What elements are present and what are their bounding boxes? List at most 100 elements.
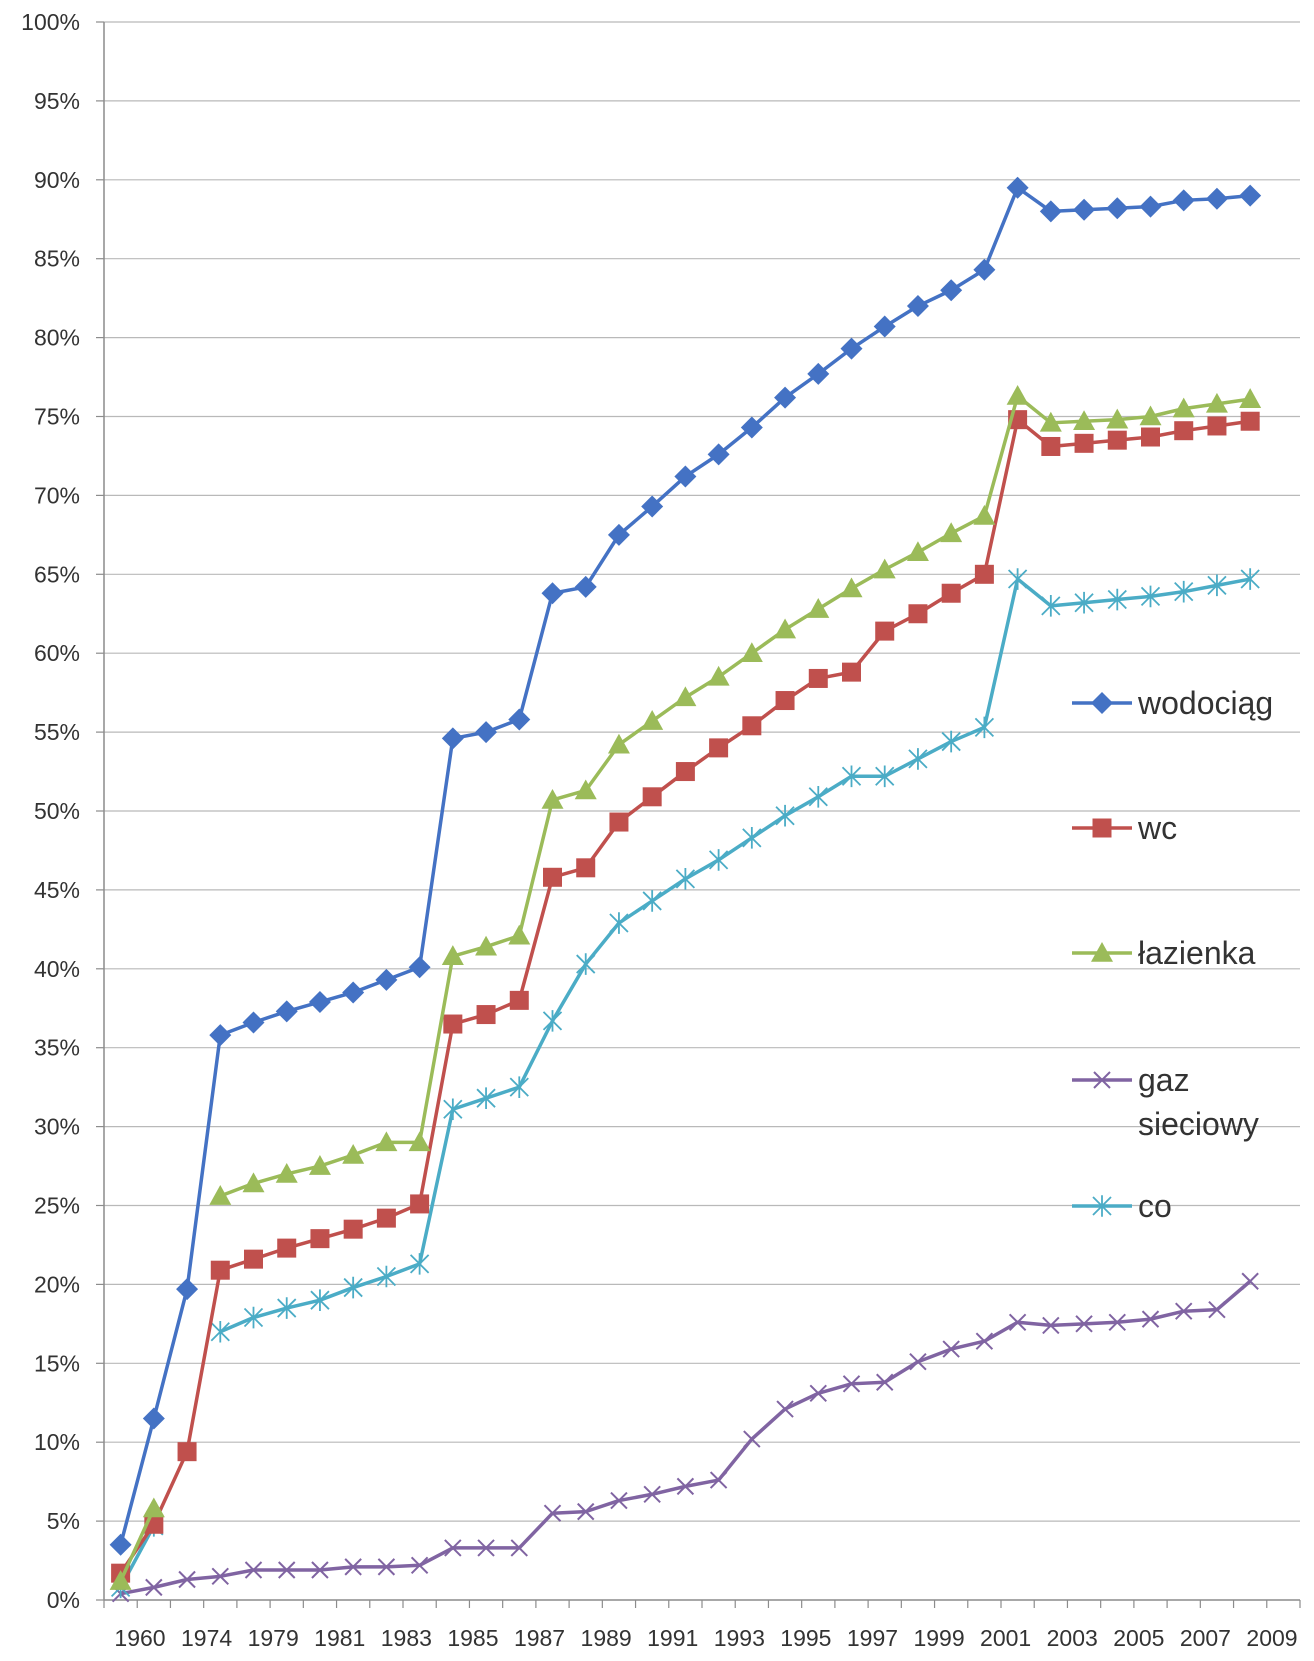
- data-point: [574, 779, 597, 800]
- data-point: [275, 1162, 298, 1183]
- data-point: [743, 1430, 761, 1448]
- y-tick-label: 35%: [34, 1035, 80, 1061]
- x-tick-label: 1983: [381, 1625, 432, 1651]
- data-point: [1092, 818, 1112, 838]
- data-point: [607, 523, 630, 546]
- data-point: [1208, 1300, 1226, 1319]
- x-tick-label: 2001: [980, 1625, 1031, 1651]
- data-point: [675, 868, 696, 890]
- x-tick-label: 1987: [514, 1625, 565, 1651]
- data-point: [210, 1320, 230, 1343]
- y-tick-label: 55%: [34, 719, 80, 745]
- data-point: [940, 279, 963, 302]
- y-tick-label: 15%: [34, 1350, 80, 1376]
- data-point: [1093, 1071, 1111, 1089]
- legend: wodociąg wc łazienka gaz sieciowy co: [1072, 685, 1273, 1224]
- data-point: [707, 443, 730, 466]
- data-point: [1106, 408, 1129, 429]
- data-point: [840, 577, 863, 598]
- x-tick-label: 2009: [1246, 1625, 1297, 1651]
- data-point: [974, 716, 995, 739]
- data-point: [1073, 410, 1096, 431]
- data-point: [476, 1087, 496, 1109]
- data-point: [709, 738, 729, 758]
- data-point: [408, 1131, 431, 1152]
- data-point: [709, 1471, 728, 1489]
- data-point: [441, 945, 464, 965]
- data-point: [776, 1400, 794, 1418]
- data-point: [875, 621, 895, 641]
- data-point: [310, 1229, 330, 1249]
- data-point: [443, 1098, 463, 1121]
- data-point: [1174, 421, 1194, 441]
- x-tick-label: 1979: [248, 1625, 299, 1651]
- data-point: [109, 1570, 132, 1590]
- data-point: [1205, 187, 1228, 210]
- series-line: [219, 394, 1251, 1198]
- data-point: [210, 1260, 230, 1280]
- data-point: [176, 1278, 199, 1301]
- data-point: [408, 956, 431, 979]
- data-point: [178, 1570, 196, 1589]
- data-point: [641, 495, 664, 518]
- data-point: [675, 762, 695, 782]
- y-tick-label: 70%: [34, 482, 80, 508]
- data-point: [377, 1558, 396, 1576]
- y-tick-label: 25%: [34, 1193, 80, 1219]
- data-point: [873, 315, 896, 338]
- data-point: [775, 691, 795, 711]
- data-point: [842, 1375, 861, 1393]
- data-point: [609, 812, 629, 832]
- y-tick-label: 100%: [21, 9, 80, 35]
- data-point: [243, 1306, 264, 1329]
- data-point: [1075, 1315, 1093, 1333]
- y-tick-label: 90%: [34, 167, 80, 193]
- series-0: [109, 176, 1262, 1556]
- data-point: [244, 1561, 263, 1579]
- data-point: [676, 1477, 695, 1496]
- legend-entry: co: [1072, 1188, 1172, 1224]
- data-point: [841, 765, 862, 788]
- data-point: [908, 748, 928, 770]
- data-point: [808, 668, 828, 688]
- data-point: [1175, 1302, 1193, 1320]
- data-point: [576, 953, 596, 975]
- y-tick-label: 60%: [34, 640, 80, 666]
- data-point: [1172, 397, 1195, 418]
- data-point: [508, 924, 531, 945]
- y-tick-label: 0%: [47, 1587, 80, 1613]
- x-tick-label: 1993: [714, 1625, 765, 1651]
- legend-label: wodociąg: [1137, 685, 1273, 721]
- data-point: [1239, 184, 1262, 207]
- legend-entry: gaz sieciowy: [1072, 1062, 1259, 1142]
- data-point: [275, 1000, 298, 1023]
- data-point: [842, 662, 861, 682]
- data-point: [909, 1353, 927, 1371]
- data-point: [342, 981, 365, 1004]
- y-tick-label: 65%: [34, 561, 80, 587]
- data-point: [808, 785, 828, 808]
- series-line: [118, 185, 1251, 1546]
- data-point: [209, 1185, 232, 1205]
- y-tick-label: 45%: [34, 877, 80, 903]
- data-point: [509, 990, 529, 1010]
- x-tick-label: 1997: [847, 1625, 898, 1651]
- data-point: [543, 1504, 562, 1522]
- data-point: [576, 858, 596, 878]
- data-point: [343, 1219, 363, 1239]
- data-point: [508, 708, 531, 731]
- x-tick-label: 1995: [780, 1625, 831, 1651]
- data-point: [375, 968, 398, 991]
- data-point: [1205, 392, 1228, 413]
- series-4: [110, 568, 1260, 1599]
- data-point: [941, 730, 961, 753]
- data-point: [1240, 568, 1260, 590]
- data-point: [375, 1131, 398, 1152]
- data-point: [376, 1208, 396, 1228]
- data-point: [1240, 411, 1260, 431]
- data-point: [1141, 427, 1160, 447]
- x-tick-label: 1960: [114, 1625, 165, 1651]
- data-point: [308, 990, 331, 1013]
- legend-label: sieciowy: [1138, 1106, 1259, 1142]
